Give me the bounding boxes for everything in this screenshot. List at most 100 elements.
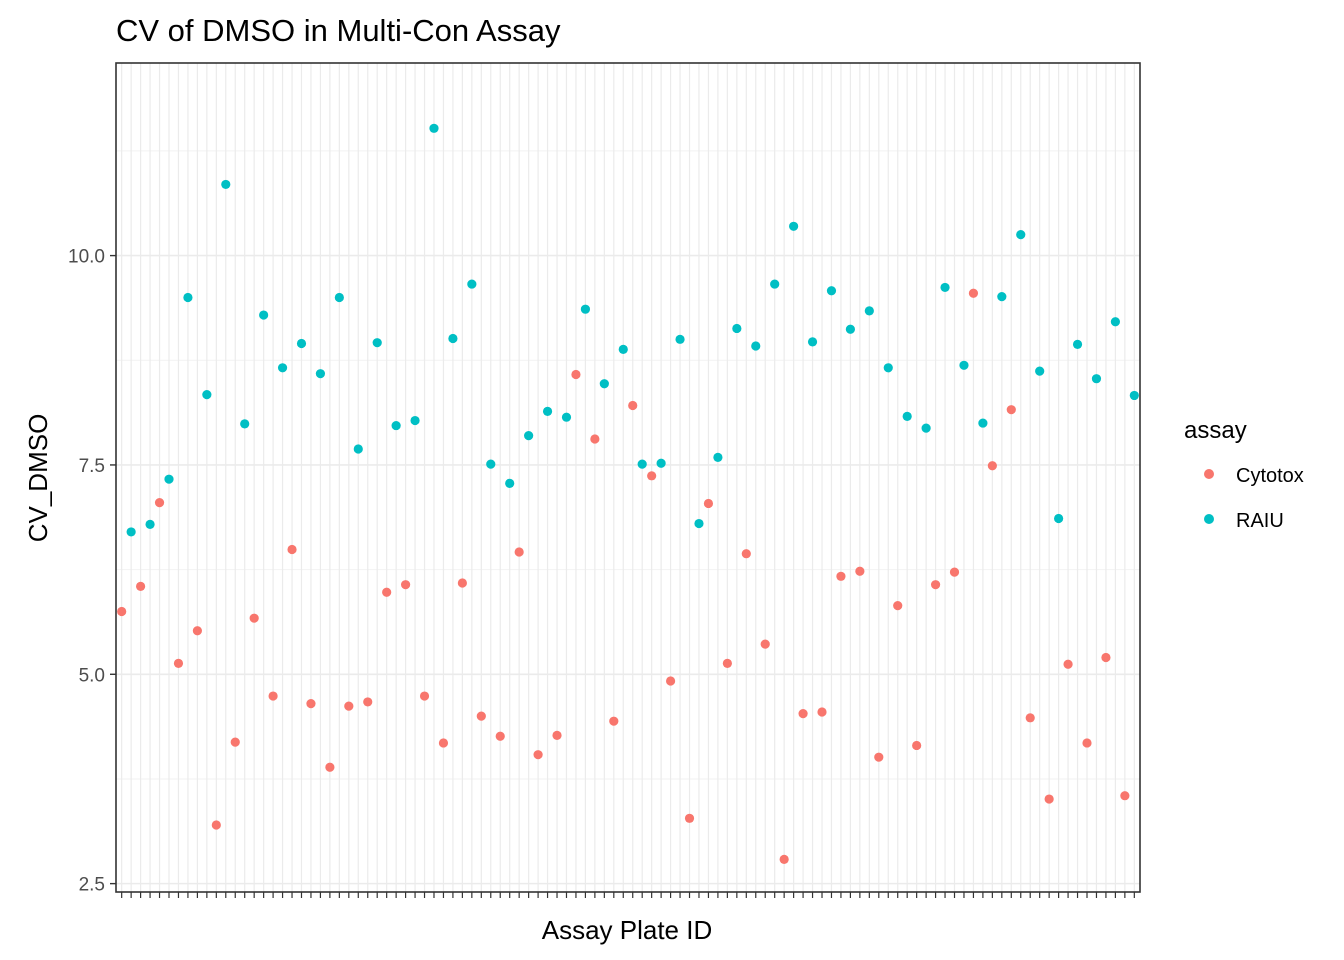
point-raiu <box>542 406 553 416</box>
point-raiu <box>486 459 496 469</box>
point-cytotox <box>1101 652 1111 663</box>
point-cytotox <box>609 716 619 726</box>
point-cytotox <box>230 737 240 747</box>
point-raiu <box>524 431 534 441</box>
x-axis-title: Assay Plate ID <box>542 915 713 945</box>
y-tick-label: 5.0 <box>79 665 105 686</box>
grid-major-y <box>116 254 1140 885</box>
legend-label-raiu: RAIU <box>1236 510 1284 532</box>
legend-label-cytotox: Cytotox <box>1236 465 1304 487</box>
point-raiu <box>448 333 458 344</box>
point-raiu <box>1035 366 1045 376</box>
point-cytotox <box>703 498 714 509</box>
point-cytotox <box>628 400 638 411</box>
point-cytotox <box>382 587 392 597</box>
point-raiu <box>959 360 969 370</box>
legend-key-cytotox <box>1204 469 1214 479</box>
point-cytotox <box>400 580 411 590</box>
point-raiu <box>902 411 912 421</box>
point-raiu <box>410 415 420 426</box>
y-axis-title: CV_DMSO <box>23 414 53 543</box>
point-raiu <box>883 363 893 373</box>
point-cytotox <box>1082 738 1092 748</box>
grid-x <box>121 63 1135 892</box>
point-cytotox <box>211 820 221 830</box>
point-raiu <box>391 420 401 431</box>
point-raiu <box>183 292 193 303</box>
point-cytotox <box>647 471 657 481</box>
point-cytotox <box>741 549 751 559</box>
point-cytotox <box>476 711 486 721</box>
point-cytotox <box>438 738 449 748</box>
plot-border <box>115 62 1141 893</box>
point-cytotox <box>1044 794 1054 804</box>
point-raiu <box>580 304 591 314</box>
point-raiu <box>429 123 439 133</box>
point-raiu <box>145 519 155 529</box>
point-raiu <box>221 179 231 190</box>
point-cytotox <box>968 288 979 298</box>
point-raiu <box>259 310 269 320</box>
point-raiu <box>675 334 685 344</box>
point-cytotox <box>268 691 278 701</box>
point-raiu <box>864 306 874 316</box>
point-cytotox <box>1006 405 1016 415</box>
legend-key-raiu <box>1204 514 1214 524</box>
data-points <box>117 123 1139 864</box>
legend: assay Cytotox RAIU <box>1184 417 1304 532</box>
point-cytotox <box>590 434 600 444</box>
point-cytotox <box>287 544 297 555</box>
point-raiu <box>277 363 288 373</box>
point-raiu <box>732 323 742 334</box>
point-raiu <box>334 292 344 303</box>
point-raiu <box>978 418 988 428</box>
point-cytotox <box>665 676 676 686</box>
point-cytotox <box>779 854 789 864</box>
point-raiu <box>618 344 628 354</box>
point-raiu <box>751 341 761 351</box>
point-raiu <box>240 419 250 429</box>
point-cytotox <box>325 762 335 772</box>
point-raiu <box>315 369 326 379</box>
y-axis-ticks: 2.5 5.0 7.5 10.0 <box>68 247 116 896</box>
point-raiu <box>694 518 704 529</box>
plot-panel <box>116 63 1140 892</box>
grid-minor-y <box>116 150 1140 780</box>
y-tick-label: 7.5 <box>79 456 105 477</box>
point-raiu <box>1110 317 1120 327</box>
point-raiu <box>1072 339 1083 349</box>
point-cytotox <box>514 547 524 557</box>
point-cytotox <box>874 752 884 762</box>
point-cytotox <box>249 613 259 623</box>
point-cytotox <box>495 731 505 741</box>
point-cytotox <box>457 578 467 588</box>
point-cytotox <box>893 601 903 611</box>
point-raiu <box>126 527 136 537</box>
point-raiu <box>940 282 950 293</box>
point-cytotox <box>571 369 581 380</box>
point-cytotox <box>192 626 202 636</box>
point-cytotox <box>173 658 184 668</box>
point-raiu <box>713 452 723 463</box>
point-cytotox <box>306 698 316 709</box>
point-raiu <box>467 279 477 289</box>
y-tick-label: 10.0 <box>68 247 105 268</box>
point-cytotox <box>533 750 543 760</box>
point-cytotox <box>684 813 695 823</box>
point-cytotox <box>930 580 941 590</box>
point-raiu <box>807 337 818 347</box>
point-cytotox <box>1025 713 1035 723</box>
point-cytotox <box>363 697 373 707</box>
y-tick-label: 2.5 <box>79 875 105 896</box>
point-cytotox <box>836 571 846 581</box>
point-cytotox <box>817 707 827 717</box>
point-cytotox <box>344 701 354 711</box>
point-cytotox <box>987 461 997 471</box>
point-cytotox <box>154 498 165 508</box>
point-raiu <box>921 423 931 433</box>
point-raiu <box>1129 390 1139 401</box>
point-cytotox <box>760 639 770 649</box>
point-cytotox <box>1063 659 1073 669</box>
point-raiu <box>770 279 780 289</box>
point-raiu <box>789 221 799 231</box>
